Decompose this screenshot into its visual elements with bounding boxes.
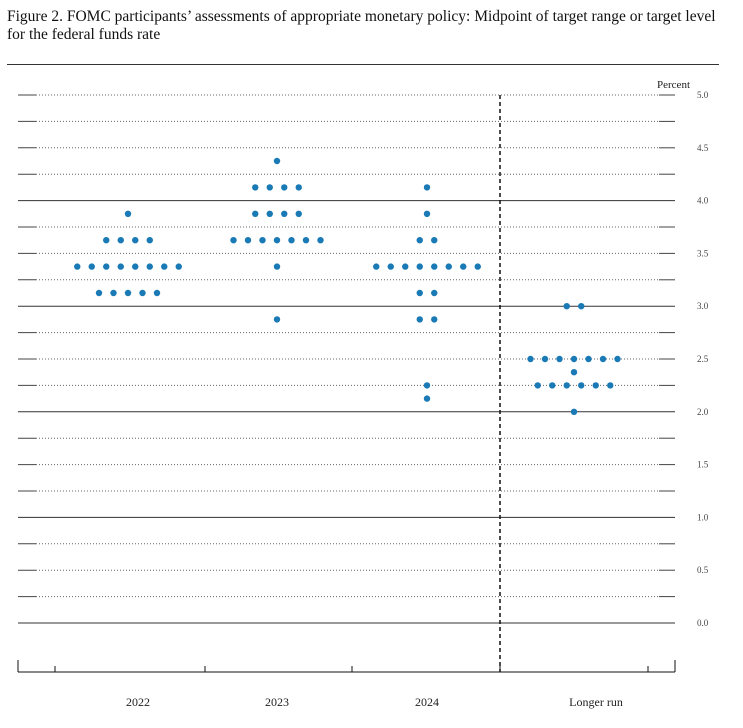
dot-2022	[103, 237, 110, 244]
dot-2022	[88, 263, 95, 270]
x-tick-label: Longer run	[569, 695, 623, 709]
dot-longer-run	[592, 382, 599, 389]
dot-2024	[423, 184, 431, 191]
dot-longer-run	[570, 369, 578, 376]
y-tick-label: 1.0	[697, 512, 709, 522]
dot-longer-run	[578, 303, 585, 310]
dot-2023	[302, 237, 310, 244]
dot-2024	[445, 263, 452, 270]
dot-2023	[281, 210, 288, 217]
dot-2024	[431, 316, 438, 323]
dot-2022	[95, 289, 103, 297]
dot-longer-run	[599, 355, 607, 363]
dot-2022	[110, 289, 117, 297]
dot-2024	[387, 263, 394, 270]
dot-2022	[124, 289, 132, 297]
y-tick-label: 4.0	[697, 196, 709, 206]
dot-2023	[281, 184, 288, 191]
dot-2022	[175, 263, 182, 270]
dot-2024	[373, 263, 380, 270]
dot-2024	[423, 382, 431, 389]
dot-2023	[273, 237, 281, 244]
dot-2023	[295, 210, 302, 217]
dot-longer-run	[549, 382, 556, 389]
y-tick-label: 3.5	[697, 248, 709, 258]
dot-longer-run	[570, 408, 578, 415]
dot-2022	[153, 289, 161, 297]
dot-2022	[117, 263, 124, 270]
dot-2024	[431, 237, 438, 244]
dot-2022	[161, 263, 168, 270]
dot-longer-run	[541, 355, 549, 363]
dot-2024	[416, 289, 423, 297]
dot-longer-run	[578, 382, 585, 389]
dot-2023	[317, 237, 324, 244]
y-tick-label: 2.0	[697, 407, 709, 417]
dot-2023	[266, 210, 273, 217]
dot-2024	[402, 263, 409, 270]
dot-longer-run	[614, 355, 621, 363]
y-tick-label: 0.0	[697, 618, 709, 628]
dot-longer-run	[563, 303, 570, 310]
y-axis-label: Percent	[657, 79, 690, 91]
dot-2023	[295, 184, 302, 191]
x-tick-label: 2022	[126, 695, 150, 709]
dot-2022	[103, 263, 110, 270]
dot-2023	[288, 237, 295, 244]
dot-2023	[252, 184, 259, 191]
dot-2023	[230, 237, 237, 244]
y-tick-label: 2.5	[697, 354, 709, 364]
dot-2022	[124, 210, 132, 217]
dot-2023	[252, 210, 259, 217]
dot-longer-run	[607, 382, 614, 389]
dot-2023	[244, 237, 252, 244]
dot-longer-run	[527, 355, 534, 363]
chart-title: Figure 2. FOMC participants’ assessments…	[7, 8, 716, 43]
dot-2022	[132, 237, 139, 244]
x-tick-label: 2024	[415, 695, 439, 709]
dot-longer-run	[534, 382, 541, 389]
y-tick-label: 1.5	[697, 460, 709, 470]
dot-2022	[146, 237, 153, 244]
dot-2024	[423, 210, 431, 217]
dot-2022	[74, 263, 81, 270]
dot-2022	[132, 263, 139, 270]
dot-2024	[431, 289, 438, 297]
dot-2024	[416, 263, 423, 270]
dot-2023	[273, 157, 281, 165]
y-tick-label: 0.5	[697, 565, 709, 575]
dot-2023	[259, 237, 266, 244]
y-tick-label: 4.5	[697, 143, 709, 153]
dot-2023	[273, 263, 281, 270]
x-tick-label: 2023	[265, 695, 289, 709]
y-tick-label: 3.0	[697, 301, 709, 311]
dot-2022	[117, 237, 124, 244]
dot-longer-run	[585, 355, 592, 363]
dot-2024	[474, 263, 481, 270]
dot-2022	[139, 289, 146, 297]
title-rule	[7, 64, 719, 65]
dot-2024	[416, 316, 423, 323]
dot-longer-run	[563, 382, 570, 389]
dot-2023	[273, 316, 281, 323]
dot-longer-run	[570, 355, 578, 363]
dot-2024	[416, 237, 423, 244]
dot-2024	[460, 263, 467, 270]
dot-2024	[431, 263, 438, 270]
dot-2024	[423, 395, 431, 402]
dot-2022	[146, 263, 153, 270]
dot-2023	[266, 184, 273, 191]
dot-longer-run	[556, 355, 563, 363]
y-tick-label: 5.0	[697, 90, 709, 100]
